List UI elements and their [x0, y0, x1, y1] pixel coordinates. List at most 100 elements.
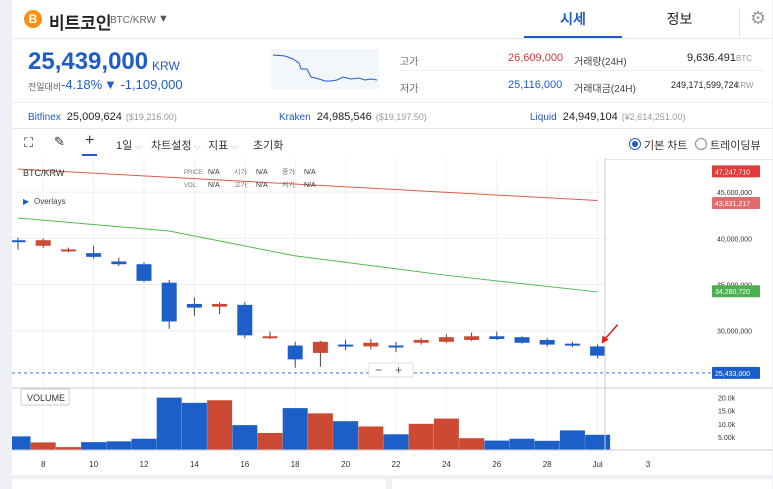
candle-body — [338, 344, 354, 347]
volume-bar — [534, 440, 560, 450]
exchange-name: Liquid — [530, 112, 557, 123]
trade-amount-unit: KRW — [735, 81, 754, 90]
volume-bar — [307, 413, 333, 450]
candle-body — [86, 253, 102, 257]
tradingview-label[interactable]: 트레이딩뷰 — [710, 140, 761, 152]
x-tick-label: 8 — [41, 460, 46, 469]
volume-bar — [509, 438, 535, 450]
indicator-menu[interactable]: 지표 ⌵ — [208, 137, 238, 153]
volume-tick-label: 5.00k — [718, 435, 736, 442]
coin-pair: BTC/KRW — [110, 15, 156, 26]
gear-icon[interactable]: ⚙ — [739, 8, 766, 38]
candle-body — [262, 336, 278, 339]
price-tag — [712, 165, 760, 178]
price-tag-label: 43,831,217 — [715, 201, 750, 208]
volume-bar — [459, 438, 485, 450]
candle-body — [590, 346, 606, 356]
tab-info[interactable]: 정보 — [666, 11, 693, 27]
legend-low-key: 저가: — [282, 180, 297, 189]
volume-tick-label: 20.0k — [718, 396, 736, 403]
x-tick-label: 3 — [646, 460, 651, 469]
ticker-card: B 비트코인 BTC/KRW ▼ 시세 정보 ⚙ 25,439,000 KRW … — [12, 0, 772, 475]
volume-bar — [433, 418, 459, 450]
volume-bar — [81, 442, 107, 450]
chart-grid — [12, 158, 605, 450]
x-tick-label: 18 — [291, 460, 300, 469]
sparkline-svg — [272, 54, 378, 82]
indicator-label: 지표 — [208, 140, 229, 152]
chart-settings-menu[interactable]: 차트설정 ⌵ — [151, 137, 201, 153]
exchange-kraken[interactable]: Kraken 24,985,546 ($19,197.50) — [279, 111, 427, 123]
pencil-icon[interactable]: ✎ — [54, 134, 65, 149]
volume-bar — [408, 423, 434, 450]
high-value: 26,609,000 — [508, 52, 564, 64]
volume-bar — [559, 430, 585, 450]
chart-settings-label: 차트설정 — [151, 140, 192, 152]
candle-body — [312, 341, 328, 353]
exchange-price: 25,009,624 — [66, 111, 122, 123]
legend-close-key: 종가: — [282, 167, 297, 176]
legend-low-val: N/A — [304, 182, 316, 189]
volume-tick-label: 10.0k — [718, 422, 736, 429]
coin-dropdown-chevron-icon[interactable]: ▼ — [158, 13, 169, 25]
interval-select[interactable]: 1일 ⌵ — [116, 137, 142, 153]
mini-sparkline — [271, 49, 379, 89]
volume-bar — [106, 441, 132, 450]
chart-toolbar: ⛶ ✎ + 1일 ⌵ 차트설정 ⌵ 지표 ⌵ 초기화 기본 차트 트레이딩뷰 — [12, 128, 772, 160]
moving-averages — [12, 168, 712, 374]
zoom-in-button[interactable]: + — [395, 363, 402, 377]
x-tick-label: 10 — [89, 460, 98, 469]
tradingview-radio[interactable] — [695, 138, 707, 150]
zoom-out-button[interactable]: − — [375, 363, 382, 377]
volume-bar — [55, 447, 81, 450]
x-tick-label: 14 — [190, 460, 199, 469]
reset-button[interactable]: 초기화 — [253, 140, 284, 152]
volume-value: 9,636.491 — [687, 52, 736, 64]
x-tick-label: 24 — [442, 460, 451, 469]
volume-bar — [383, 434, 409, 450]
exchange-divider — [12, 102, 772, 103]
candle-body — [413, 339, 429, 343]
low-value: 25,116,000 — [508, 79, 563, 91]
basic-chart-label[interactable]: 기본 차트 — [644, 140, 688, 152]
change-label: 전일대비 — [28, 82, 62, 92]
legend-open-val: N/A — [256, 169, 268, 176]
volume-bar — [585, 434, 611, 450]
crosshair-icon[interactable]: + — [82, 132, 98, 156]
candle-body — [161, 282, 177, 322]
volume-bar — [156, 397, 182, 450]
basic-chart-radio[interactable] — [629, 138, 641, 150]
exchange-liquid[interactable]: Liquid 24,949,104 (¥2,614,251.00) — [530, 111, 685, 123]
volume-bar — [333, 421, 359, 450]
y-tick-label: 45,000,000 — [717, 190, 752, 197]
coin-name: 비트코인 — [49, 14, 112, 33]
stats-divider — [400, 70, 764, 71]
volume-bar — [232, 425, 258, 450]
exchange-bitfinex[interactable]: Bitfinex 25,009,624 ($19,216.00) — [28, 111, 177, 123]
fullscreen-icon[interactable]: ⛶ — [24, 135, 34, 150]
candle-body — [12, 240, 26, 243]
volume-label: 거래량(24H) — [574, 57, 627, 68]
zoom-controls: − + — [368, 362, 414, 378]
tab-price[interactable]: 시세 — [524, 0, 622, 38]
volume-label-box — [20, 388, 70, 406]
volume-bar — [257, 432, 283, 450]
sparkline-line — [272, 54, 378, 82]
exchange-sub: ($19,197.50) — [375, 112, 427, 122]
ma-long-line — [17, 168, 598, 201]
overlays-toggle-icon[interactable]: ▶ — [23, 197, 30, 206]
header-bar: B 비트코인 BTC/KRW ▼ 시세 정보 ⚙ — [12, 0, 772, 39]
legend-pair: BTC/KRW — [23, 168, 65, 178]
volume-label: VOLUME — [27, 393, 65, 403]
price-chart[interactable]: 45,000,00040,000,00035,000,00030,000,000… — [12, 158, 772, 474]
legend-close-val: N/A — [304, 169, 316, 176]
volume-bar — [282, 408, 308, 450]
exchange-sub: ($19,216.00) — [125, 112, 177, 122]
overlays-label[interactable]: Overlays — [34, 197, 66, 206]
candle-body — [136, 264, 152, 281]
exchange-name: Bitfinex — [28, 112, 61, 123]
volume-header: VOLUME — [20, 388, 70, 406]
x-tick-label: 28 — [543, 460, 552, 469]
volume-bar — [131, 438, 157, 450]
price-tag — [712, 196, 760, 209]
